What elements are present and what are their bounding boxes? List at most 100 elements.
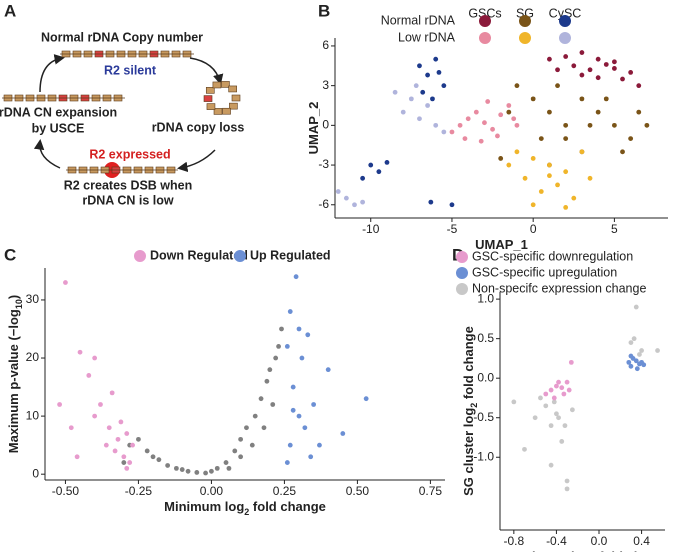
point <box>305 332 311 338</box>
point <box>273 355 279 361</box>
legend-row: Normal rDNA <box>381 13 456 27</box>
point <box>179 467 185 472</box>
point <box>121 454 127 460</box>
point <box>433 122 439 128</box>
point <box>420 89 426 95</box>
point <box>636 83 642 89</box>
point <box>425 72 430 78</box>
point <box>514 122 520 128</box>
point <box>579 72 585 78</box>
point <box>238 454 244 460</box>
point <box>482 120 487 126</box>
point <box>644 122 650 128</box>
point <box>564 478 570 484</box>
legend-label: Non-specifc expression change <box>472 281 646 295</box>
x-tick-label: 0.75 <box>419 484 443 498</box>
point <box>498 156 504 161</box>
legend-swatch <box>456 283 468 295</box>
x-tick-label: 0.50 <box>346 484 370 498</box>
point <box>538 395 543 401</box>
diagram-text: rDNA CN expansion <box>0 105 117 119</box>
point <box>522 446 527 452</box>
rdna-unit <box>205 87 215 94</box>
point <box>296 413 302 419</box>
point <box>109 390 115 396</box>
y-tick-label: -6 <box>318 197 329 211</box>
point <box>543 391 549 397</box>
axis-label: UMAP_2 <box>306 102 321 155</box>
point <box>495 133 500 139</box>
diagram-text: rDNA CN is low <box>82 193 173 207</box>
point <box>244 425 249 431</box>
point <box>511 399 517 405</box>
point <box>563 136 569 141</box>
point <box>563 205 569 210</box>
point <box>595 56 601 62</box>
point <box>587 175 593 181</box>
point <box>628 70 634 75</box>
y-tick-label: 6 <box>322 38 329 52</box>
point <box>530 96 536 102</box>
point <box>276 344 281 349</box>
legend-swatch <box>456 267 468 279</box>
point <box>299 355 305 361</box>
legend-column: SG <box>516 6 534 20</box>
axis-label-sub: 2 <box>469 403 479 408</box>
y-tick-label: -1.0 <box>473 449 494 463</box>
legend-swatch <box>479 32 491 44</box>
point <box>562 423 568 429</box>
legend-row: Low rDNA <box>398 30 456 44</box>
point <box>156 457 162 463</box>
legend-label: Down Regulated <box>150 248 248 262</box>
point <box>430 96 435 102</box>
point <box>279 326 284 332</box>
y-tick-label: 10 <box>26 408 40 422</box>
x-tick-label: 0.0 <box>591 534 608 548</box>
point <box>441 83 447 89</box>
point <box>436 70 442 75</box>
point <box>559 385 565 391</box>
y-tick-label: 20 <box>26 350 40 364</box>
point <box>473 109 479 115</box>
point <box>194 470 200 475</box>
y-tick-label: 0 <box>322 118 329 132</box>
y-tick-label: 0 <box>32 466 39 480</box>
point <box>106 425 112 431</box>
point <box>611 66 617 71</box>
point <box>554 411 559 417</box>
y-tick-label: 0.5 <box>477 331 494 345</box>
point <box>564 486 570 492</box>
point <box>547 173 552 179</box>
point <box>555 182 560 188</box>
legend-swatch <box>519 15 531 27</box>
point <box>340 431 346 436</box>
point <box>68 425 74 431</box>
point <box>485 99 491 104</box>
diagram-text: Normal rDNA Copy number <box>41 30 203 44</box>
point <box>302 425 308 431</box>
point <box>639 348 644 353</box>
point <box>368 162 374 168</box>
point <box>551 399 557 405</box>
axis-label-text: SG cluster log <box>461 408 476 496</box>
point <box>628 353 634 359</box>
point <box>514 149 520 155</box>
point <box>413 83 419 89</box>
legend-swatch <box>234 250 246 262</box>
point <box>603 62 609 67</box>
point <box>514 83 520 89</box>
point <box>74 454 80 460</box>
point <box>384 160 390 165</box>
x-tick-label: 0.00 <box>200 484 224 498</box>
point <box>144 448 150 454</box>
point <box>548 387 554 393</box>
point <box>287 309 293 314</box>
rdna-chains <box>2 50 241 174</box>
point <box>103 442 109 448</box>
point <box>86 373 92 378</box>
legend-swatch <box>479 15 491 27</box>
point <box>360 175 366 181</box>
legend-swatch <box>456 251 468 263</box>
point <box>462 136 468 141</box>
point <box>569 407 575 413</box>
